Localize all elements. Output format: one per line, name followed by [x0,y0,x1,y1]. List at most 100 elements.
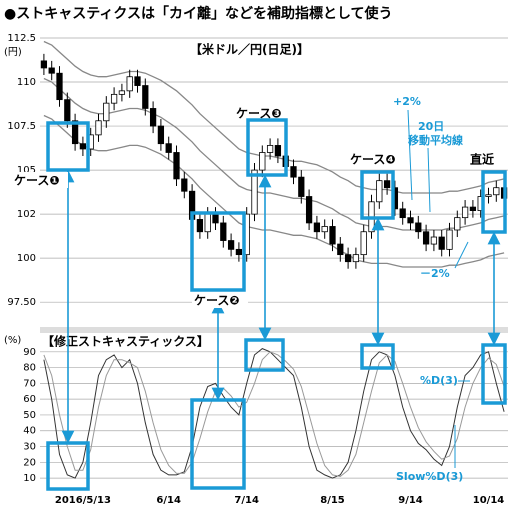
candle-body [173,152,180,180]
candle-body [149,108,157,127]
x-tick-label: 6/14 [156,495,181,506]
y-tick-label: 107.5 [7,121,36,132]
y-tick-label: 90 [23,347,36,358]
candle-body [329,226,336,245]
candle-body [305,196,313,224]
x-tick-label: 10/14 [473,495,505,506]
candle-body [181,178,188,192]
y-tick-label: 20 [23,457,36,468]
candle-body [235,248,243,256]
candle-body [313,222,321,233]
y-tick-label: 102 [17,209,36,220]
candle-body [212,213,219,224]
candle-body [415,222,422,233]
candle-body [493,187,500,196]
series-line [43,77,505,231]
candle-body [376,180,383,203]
candle-body [142,85,149,109]
x-tick-label: 2016/5/13 [55,495,111,506]
candle-body [251,169,258,215]
case-label: ケース❷ [194,294,240,308]
candle-body [438,236,445,250]
candle-body [399,208,406,219]
candle-body [56,72,63,101]
case-label: 直近 [470,152,494,167]
candle-body [446,229,453,250]
y-tick-label: 100 [17,253,36,264]
panel-separator [40,327,508,333]
case-box [190,398,246,490]
band-label: 20日 [418,120,444,133]
y-tick-label: 30 [23,442,36,453]
band-label: +2% [393,95,421,108]
candle-body [383,180,391,189]
band-label: 移動平均線 [408,133,463,147]
candle-body [454,217,461,231]
candle-body [422,231,430,245]
y-tick-label: 70 [23,378,36,389]
label-bg [12,172,68,188]
candle-body [71,120,79,145]
x-tick-label: 9/14 [398,495,423,506]
series-line [43,40,505,194]
candle-body [298,176,305,197]
candle-body [290,166,297,178]
series-line [43,114,505,268]
case-label: ケース❹ [350,153,396,167]
x-tick-label: 8/15 [320,495,345,506]
candle-body [103,102,110,122]
y-tick-label: 10 [23,473,36,484]
series-line [43,348,505,479]
candle-body [485,194,492,197]
candle-body [274,145,282,157]
candle-body [360,231,367,256]
leader [454,241,469,269]
candle-body [165,143,172,153]
y-tick-label: 105 [17,165,36,176]
case-box [190,211,246,292]
label-bg [192,292,248,308]
candle-body [40,60,48,69]
x-tick-label: 7/14 [234,495,259,506]
candle-body [407,217,414,224]
plot: 112.5 110 107.5 105 102 100 97.50 10 20 30 40 50 60 7… [7,33,508,506]
candle-body [64,99,71,122]
candle-body [79,143,87,150]
candle-body [352,254,360,263]
candle-body [321,226,328,233]
band-label: －2% [420,267,450,280]
y-tick-label: 60 [23,394,36,405]
candle-body [430,236,438,245]
candle-body [469,206,477,212]
chart-title: ●ストキャスティクスは「カイ離」などを補助指標として使う [4,5,393,22]
y-tick-label: 50 [23,410,36,421]
candle-body [259,152,266,171]
candle-body [157,125,165,145]
candle-body [110,93,118,104]
candle-body [220,222,227,241]
legend-label: %D(3) [420,374,458,387]
candle-body [204,213,211,233]
candle-body [118,90,126,95]
y-tick-label: 97.50 [7,297,36,308]
case-label: ケース❶ [14,174,60,188]
series-line [43,351,505,478]
candle-body [337,243,344,256]
y-unit: (円) [4,47,22,58]
candle-body [126,76,133,92]
legend-label: Slow%D(3) [396,470,463,483]
candle-body [344,254,352,263]
leader [407,109,413,201]
y-tick-label: 80 [23,363,36,374]
y-tick-label: 112.5 [7,33,36,44]
y-tick-label: 110 [17,77,36,88]
subtitle: 【米ドル／円(日足)】 [190,42,309,57]
candle-body [196,219,204,233]
candle-body [95,120,102,136]
case-label: ケース❸ [236,107,282,121]
panel-title: 【修正ストキャスティックス】 [42,334,209,349]
candle-body [461,206,469,219]
candle-body [266,145,274,153]
leader [427,147,431,213]
